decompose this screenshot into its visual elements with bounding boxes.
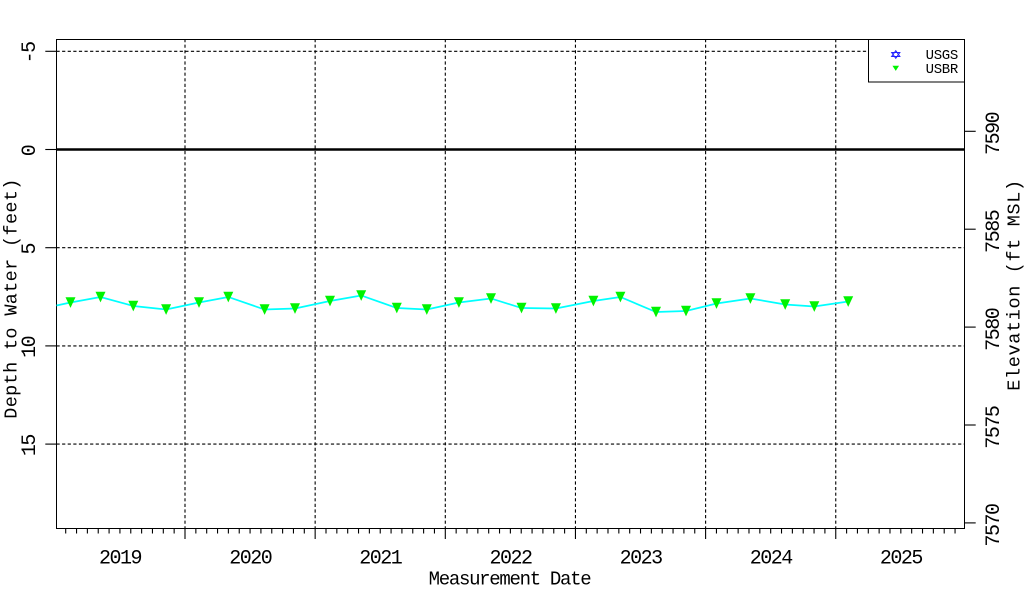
svg-text:Measurement Date: Measurement Date bbox=[429, 569, 592, 591]
svg-text:15: 15 bbox=[19, 435, 42, 457]
svg-text:2020: 2020 bbox=[229, 547, 272, 570]
svg-text:2023: 2023 bbox=[620, 547, 663, 570]
svg-text:10: 10 bbox=[19, 336, 42, 358]
svg-text:2024: 2024 bbox=[750, 547, 793, 570]
svg-text:2019: 2019 bbox=[99, 547, 142, 570]
svg-text:USGS: USGS bbox=[926, 48, 958, 64]
svg-text:0: 0 bbox=[19, 145, 42, 156]
svg-text:2021: 2021 bbox=[359, 547, 403, 570]
svg-text:-5: -5 bbox=[19, 42, 42, 64]
svg-text:7580: 7580 bbox=[983, 308, 1006, 351]
svg-text:USBR: USBR bbox=[926, 62, 959, 78]
svg-text:7570: 7570 bbox=[983, 504, 1006, 547]
svg-text:5: 5 bbox=[19, 243, 42, 254]
svg-text:Depth to Water (feet): Depth to Water (feet) bbox=[1, 178, 22, 418]
svg-text:7585: 7585 bbox=[983, 210, 1006, 253]
svg-text:Elevation (ft MSL): Elevation (ft MSL) bbox=[1005, 179, 1024, 391]
svg-text:7590: 7590 bbox=[983, 112, 1006, 155]
svg-text:2022: 2022 bbox=[489, 547, 532, 570]
svg-text:2025: 2025 bbox=[880, 547, 923, 570]
svg-text:7575: 7575 bbox=[983, 406, 1006, 449]
